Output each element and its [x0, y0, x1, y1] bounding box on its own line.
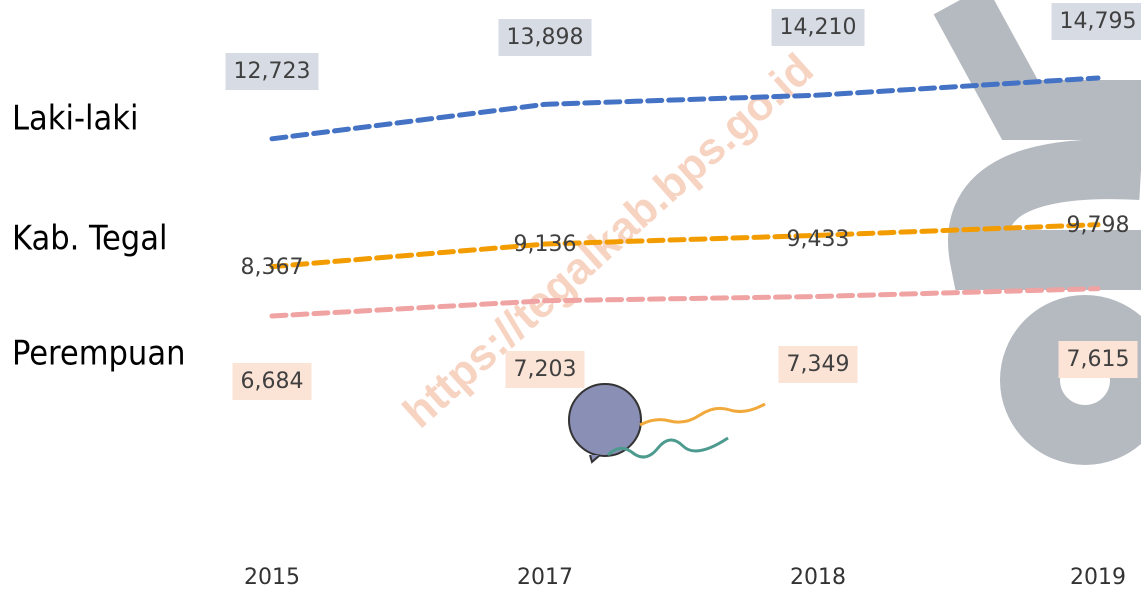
- data-label: 6,684: [241, 369, 304, 394]
- data-label: 9,433: [787, 227, 850, 252]
- data-label-group: 13,898: [498, 19, 592, 56]
- icon-shape: [948, 139, 1141, 290]
- icon-shape: [933, 0, 1141, 140]
- data-label-group: 9,798: [1067, 213, 1130, 238]
- legend-label: Laki-laki: [12, 99, 139, 139]
- data-label: 9,136: [514, 232, 577, 257]
- legend-label: Perempuan: [12, 334, 185, 374]
- background-icon: [933, 0, 1141, 465]
- data-label-group: 7,615: [1058, 341, 1138, 378]
- line: [269, 222, 1101, 270]
- line: [269, 75, 1101, 142]
- data-label: 14,795: [1060, 9, 1137, 34]
- data-label: 12,723: [234, 59, 311, 84]
- x-tick-label: 2018: [790, 565, 846, 590]
- avatar: [568, 383, 766, 464]
- legend-label: Kab. Tegal: [12, 219, 167, 259]
- data-label: 7,349: [787, 352, 850, 377]
- avatar-circle: [568, 383, 642, 457]
- data-label-group: 9,433: [787, 227, 850, 252]
- label-box: [1058, 341, 1138, 378]
- x-tick-label: 2015: [244, 565, 300, 590]
- data-label-group: 7,203: [505, 351, 585, 388]
- data-label-group: 9,136: [514, 232, 577, 257]
- data-label: 7,203: [514, 357, 577, 382]
- avatar-tail: [589, 454, 601, 464]
- label-box: [225, 53, 319, 90]
- line: [269, 286, 1101, 319]
- label-box: [771, 9, 865, 46]
- icon-shape: [1000, 295, 1141, 465]
- label-box: [505, 351, 585, 388]
- squiggle: [639, 402, 766, 427]
- data-label-group: 14,795: [1051, 3, 1141, 40]
- label-box: [778, 346, 858, 383]
- label-box: [1051, 3, 1141, 40]
- data-label-group: 7,349: [778, 346, 858, 383]
- data-label-group: 8,367: [241, 255, 304, 280]
- data-label: 8,367: [241, 255, 304, 280]
- squiggle: [606, 436, 729, 459]
- label-box: [232, 363, 312, 400]
- data-label: 7,615: [1067, 347, 1130, 372]
- data-label: 9,798: [1067, 213, 1130, 238]
- label-box: [498, 19, 592, 56]
- data-label-group: 12,723: [225, 53, 319, 90]
- data-label-group: 6,684: [232, 363, 312, 400]
- data-label: 14,210: [780, 15, 857, 40]
- x-tick-label: 2019: [1070, 565, 1126, 590]
- data-label-group: 14,210: [771, 9, 865, 46]
- data-label: 13,898: [507, 25, 584, 50]
- x-tick-label: 2017: [517, 565, 573, 590]
